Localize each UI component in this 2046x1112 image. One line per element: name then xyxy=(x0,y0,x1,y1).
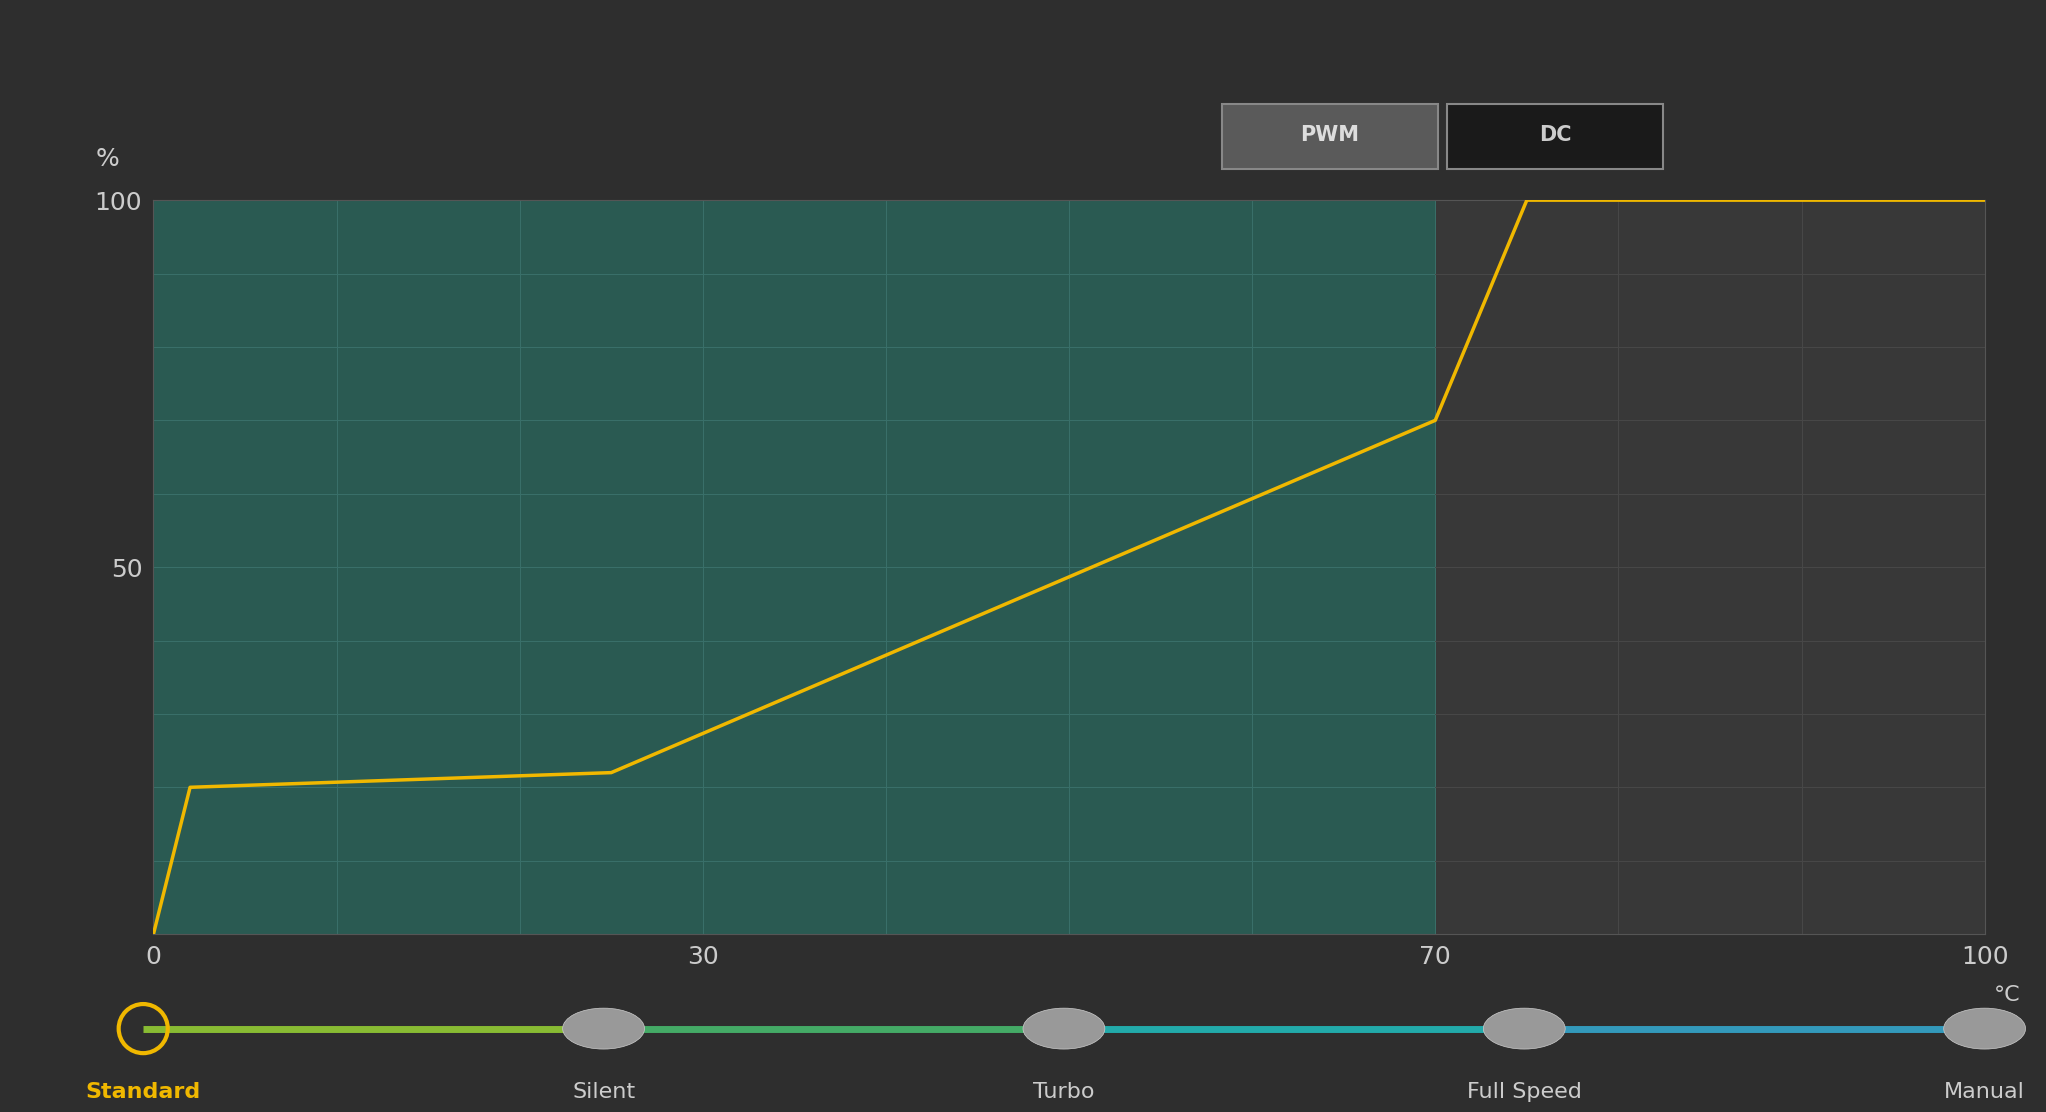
Ellipse shape xyxy=(1944,1009,2026,1049)
Text: Full Speed: Full Speed xyxy=(1467,1082,1582,1102)
Bar xyxy=(153,200,1436,934)
FancyBboxPatch shape xyxy=(1447,103,1663,169)
Bar xyxy=(1436,200,1985,934)
Ellipse shape xyxy=(1023,1009,1105,1049)
Text: PWM: PWM xyxy=(1301,125,1359,145)
Text: DC: DC xyxy=(1539,125,1571,145)
Text: Silent: Silent xyxy=(573,1082,634,1102)
FancyBboxPatch shape xyxy=(1221,103,1438,169)
Text: Standard: Standard xyxy=(86,1082,201,1102)
Text: °C: °C xyxy=(1993,985,2019,1005)
Ellipse shape xyxy=(1483,1009,1565,1049)
Ellipse shape xyxy=(563,1009,644,1049)
Text: %: % xyxy=(96,147,119,171)
Text: Turbo: Turbo xyxy=(1033,1082,1095,1102)
Text: Manual: Manual xyxy=(1944,1082,2026,1102)
